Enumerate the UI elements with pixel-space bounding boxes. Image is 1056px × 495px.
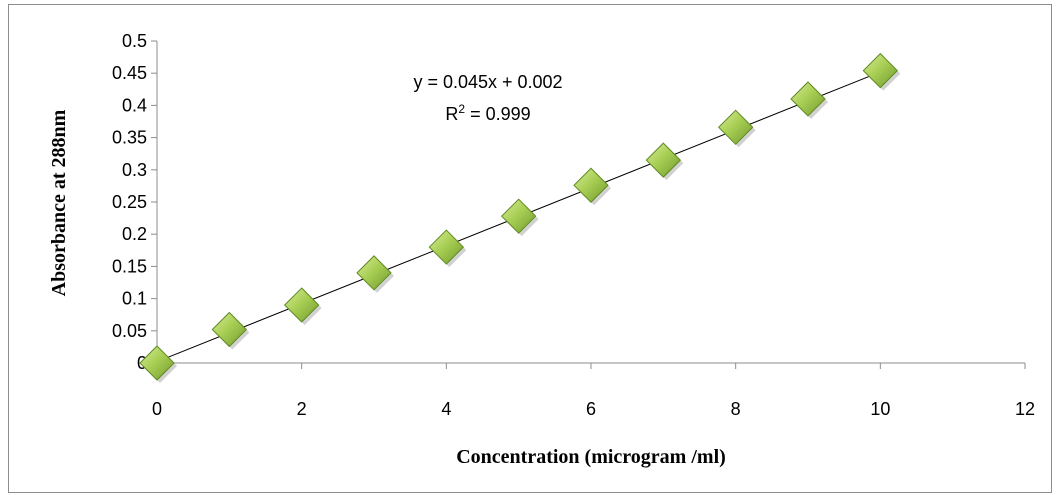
x-tick-label: 6 — [586, 399, 596, 419]
x-tick-label: 10 — [870, 399, 890, 419]
y-tick-label: 0.3 — [122, 160, 147, 180]
y-tick-label: 0.15 — [112, 256, 147, 276]
y-tick-label: 0.4 — [122, 95, 147, 115]
data-point — [717, 109, 754, 146]
y-tick-label: 0.1 — [122, 289, 147, 309]
y-tick-label: 0.2 — [122, 224, 147, 244]
trendline-equation: y = 0.045x + 0.002 — [413, 72, 562, 92]
x-axis-title: Concentration (microgram /ml) — [456, 446, 726, 468]
data-point — [356, 255, 392, 291]
r-squared-label: R2 = 0.999 — [445, 102, 530, 124]
y-tick-label: 0.35 — [112, 128, 147, 148]
x-tick-label: 8 — [731, 399, 741, 419]
r-squared-value: = 0.999 — [465, 104, 531, 124]
x-tick-label: 2 — [297, 399, 307, 419]
data-point — [500, 198, 537, 234]
data-point — [862, 52, 899, 89]
data-point — [283, 287, 320, 323]
y-tick-label: 0.45 — [112, 63, 147, 83]
r-squared-prefix: R — [445, 104, 458, 124]
y-axis-title: Absorbance at 288nm — [48, 109, 70, 296]
data-point — [790, 81, 826, 117]
x-tick-label: 4 — [441, 399, 451, 419]
data-point — [573, 167, 609, 203]
y-tick-label: 0.25 — [112, 192, 147, 212]
y-tick-label: 0.5 — [122, 31, 147, 51]
r-squared-superscript: 2 — [458, 102, 465, 116]
data-point — [139, 345, 175, 381]
x-tick-label: 0 — [152, 399, 162, 419]
data-point — [428, 229, 465, 265]
x-tick-label: 12 — [1015, 399, 1035, 419]
y-tick-label: 0.05 — [112, 321, 147, 341]
data-point — [211, 311, 248, 348]
data-point — [645, 142, 682, 178]
